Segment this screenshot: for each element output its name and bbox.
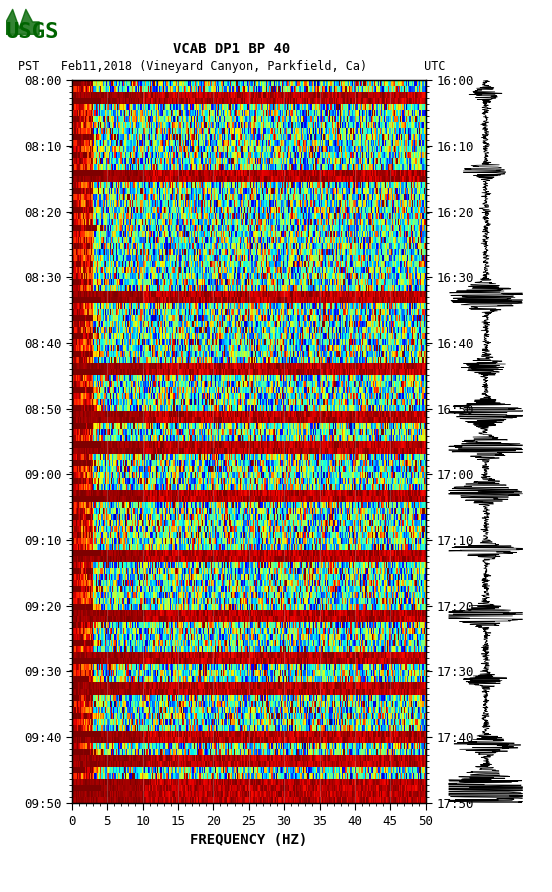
Text: PST   Feb11,2018 (Vineyard Canyon, Parkfield, Ca)        UTC: PST Feb11,2018 (Vineyard Canyon, Parkfie… <box>18 61 445 73</box>
X-axis label: FREQUENCY (HZ): FREQUENCY (HZ) <box>190 833 307 847</box>
Text: USGS: USGS <box>6 22 59 42</box>
Text: VCAB DP1 BP 40: VCAB DP1 BP 40 <box>173 42 290 56</box>
